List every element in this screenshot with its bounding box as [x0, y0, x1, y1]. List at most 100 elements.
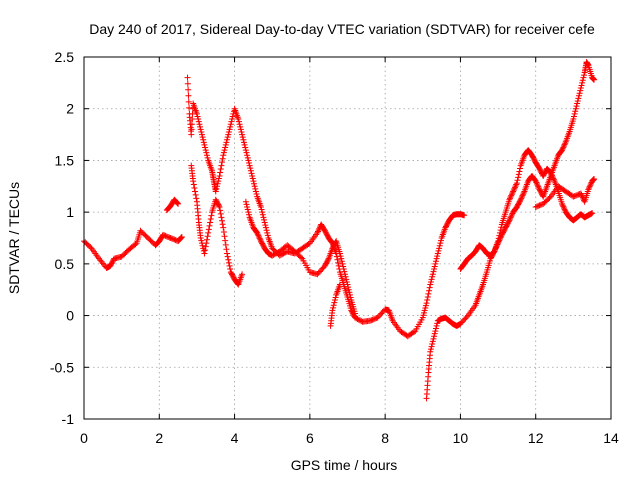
- y-tick-label: 0.5: [55, 256, 75, 272]
- data-point-marker: [493, 242, 500, 249]
- data-point-marker: [509, 189, 516, 196]
- data-point-marker: [343, 278, 350, 285]
- data-point-marker: [535, 202, 542, 209]
- data-point-marker: [492, 245, 499, 252]
- data-point-marker: [215, 175, 222, 182]
- data-point-marker: [220, 228, 227, 235]
- data-point-marker: [203, 149, 210, 156]
- data-point-marker: [243, 149, 250, 156]
- data-point-marker: [533, 179, 540, 186]
- data-point-marker: [318, 267, 325, 274]
- data-point-marker: [219, 217, 226, 224]
- data-point-marker: [174, 200, 181, 207]
- data-point-marker: [508, 191, 515, 198]
- data-point-marker: [222, 237, 229, 244]
- data-point-marker: [175, 200, 182, 207]
- data-point-marker: [247, 167, 254, 174]
- data-point-marker: [246, 211, 253, 218]
- data-point-marker: [340, 263, 347, 270]
- y-axis-label: SDTVAR / TECUs: [6, 182, 22, 294]
- data-point-marker: [461, 316, 468, 323]
- data-point-marker: [217, 166, 224, 173]
- plot-frame: [83, 56, 612, 420]
- data-point-marker: [315, 227, 322, 234]
- data-point-marker: [236, 121, 243, 128]
- data-point-marker: [261, 216, 268, 223]
- data-point-marker: [246, 160, 253, 167]
- data-point-marker: [336, 250, 343, 257]
- data-point-marker: [242, 198, 249, 205]
- data-point-marker: [263, 227, 270, 234]
- data-point-marker: [579, 79, 586, 86]
- data-point-marker: [87, 244, 94, 251]
- data-point-marker: [251, 180, 258, 187]
- data-point-marker: [337, 253, 344, 260]
- data-point-marker: [510, 188, 517, 195]
- data-point-marker: [493, 244, 500, 251]
- data-point-marker: [244, 154, 251, 161]
- data-point-marker: [217, 210, 224, 217]
- data-point-marker: [334, 256, 341, 263]
- data-point-marker: [249, 175, 256, 182]
- data-point-marker: [271, 251, 278, 258]
- data-point-marker: [204, 233, 211, 240]
- data-point-marker: [272, 250, 279, 257]
- data-point-marker: [591, 176, 598, 183]
- data-point-marker: [240, 139, 247, 146]
- data-point-marker: [224, 250, 231, 257]
- data-point-marker: [227, 121, 234, 128]
- data-point-marker: [198, 128, 205, 135]
- data-point-marker: [423, 300, 430, 307]
- data-point-marker: [506, 217, 513, 224]
- data-point-marker: [431, 330, 438, 337]
- data-point-marker: [586, 183, 593, 190]
- data-point-marker: [239, 134, 246, 141]
- data-point-marker: [570, 193, 577, 200]
- data-point-marker: [494, 241, 501, 248]
- data-point-marker: [495, 240, 502, 247]
- data-point-marker: [343, 276, 350, 283]
- data-point-marker: [514, 177, 521, 184]
- data-point-marker: [574, 97, 581, 104]
- data-point-marker: [202, 147, 209, 154]
- data-point-marker: [281, 249, 288, 256]
- data-point-marker: [185, 92, 192, 99]
- data-point-marker: [195, 118, 202, 125]
- data-point-marker: [202, 247, 209, 254]
- data-point-marker: [203, 240, 210, 247]
- data-point-marker: [191, 185, 198, 192]
- data-point-marker: [167, 235, 174, 241]
- data-point-marker: [240, 136, 247, 143]
- data-point-marker: [345, 286, 352, 293]
- data-point-marker: [463, 313, 470, 320]
- data-point-marker: [559, 200, 566, 207]
- data-point-marker: [426, 284, 433, 291]
- data-point-marker: [430, 268, 437, 275]
- data-point-marker: [535, 183, 542, 190]
- data-points: [81, 59, 598, 402]
- data-point-marker: [431, 263, 438, 270]
- data-point-marker: [200, 139, 207, 146]
- data-point-marker: [580, 74, 587, 81]
- data-point-marker: [561, 206, 568, 213]
- data-point-marker: [513, 181, 520, 188]
- data-point-marker: [352, 310, 359, 317]
- data-point-marker: [162, 232, 169, 239]
- data-point-marker: [497, 234, 504, 241]
- data-point-marker: [532, 203, 539, 210]
- data-point-marker: [200, 136, 207, 143]
- data-point-marker: [379, 309, 386, 316]
- data-point-marker: [518, 193, 525, 200]
- x-tick-label: 14: [603, 430, 619, 446]
- data-point-marker: [427, 346, 434, 353]
- data-point-marker: [225, 259, 232, 266]
- data-point-marker: [432, 260, 439, 267]
- data-point-marker: [546, 194, 553, 201]
- data-point-marker: [222, 141, 229, 148]
- data-point-marker: [216, 203, 223, 210]
- data-point-marker: [519, 192, 526, 199]
- data-point-marker: [269, 252, 276, 259]
- data-point-marker: [506, 195, 513, 202]
- data-point-marker: [428, 276, 435, 283]
- data-point-marker: [367, 317, 374, 324]
